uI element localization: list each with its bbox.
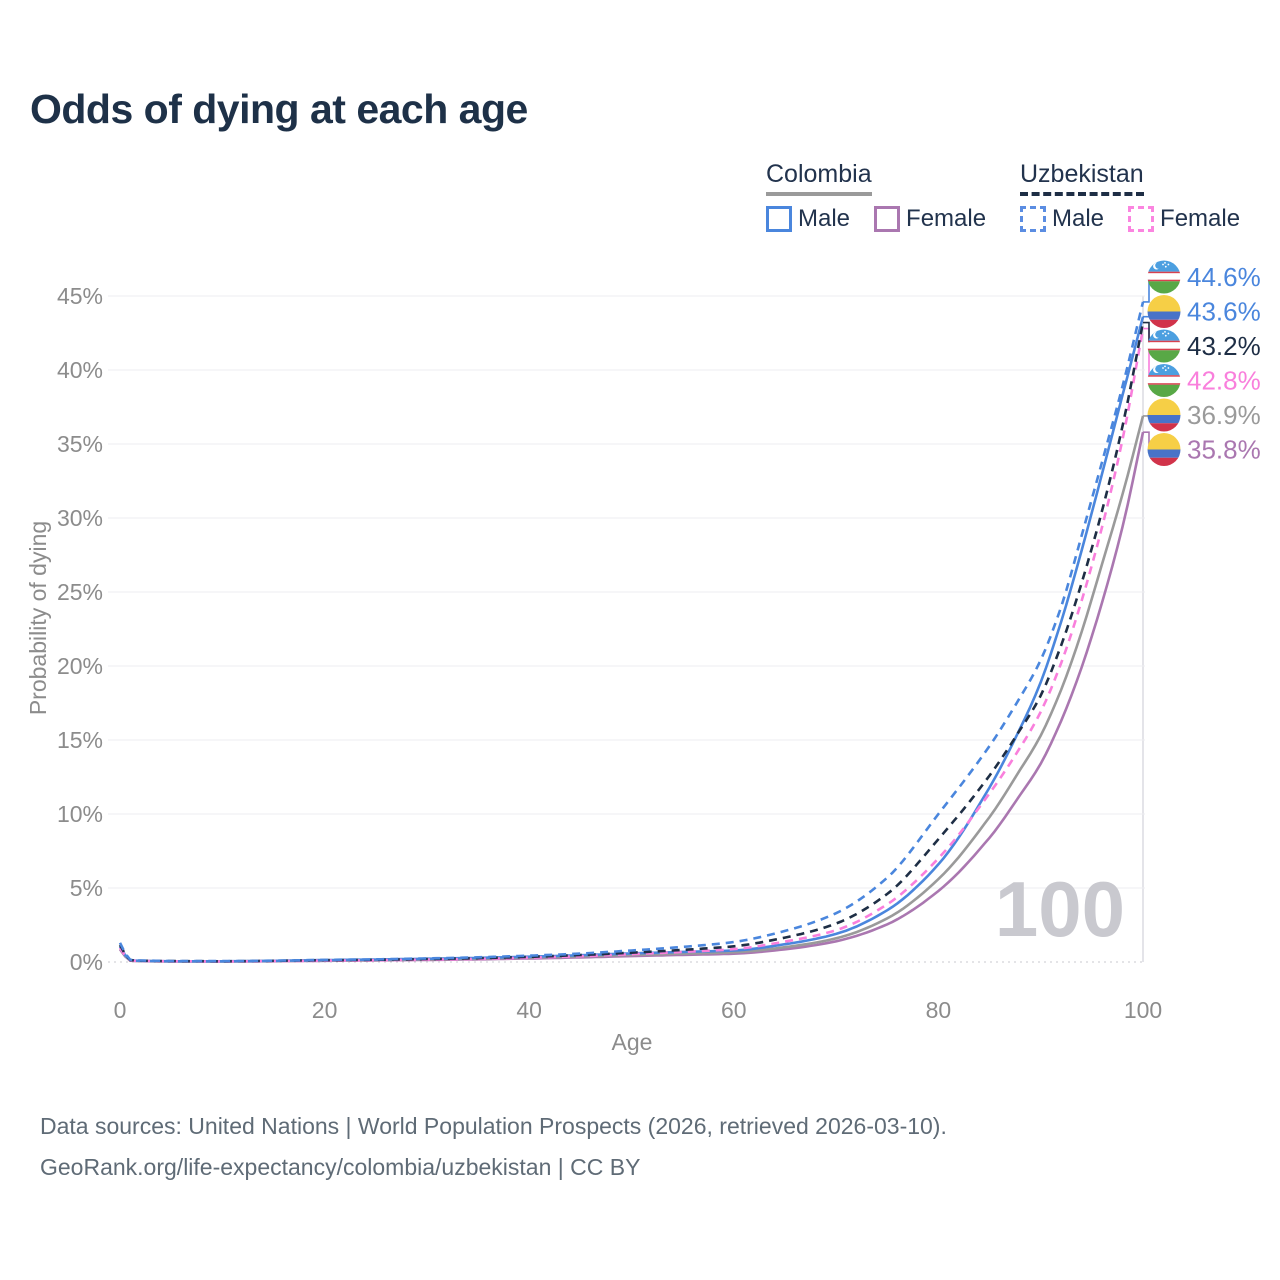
y-tick-label: 35% (57, 431, 103, 457)
x-tick-label: 0 (114, 997, 127, 1023)
x-tick-label: 40 (516, 997, 542, 1023)
colombia-flag-icon (1147, 433, 1181, 466)
legend-country-colombia[interactable]: Colombia (766, 160, 872, 196)
y-tick-label: 40% (57, 357, 103, 383)
x-tick-label: 60 (721, 997, 747, 1023)
footer: Data sources: United Nations | World Pop… (40, 1106, 947, 1188)
y-tick-label: 5% (70, 875, 103, 901)
series-line-uzbekistan-female[interactable] (118, 328, 1145, 963)
series-line-colombia-female[interactable] (118, 431, 1145, 963)
series-line-uzbekistan-both-sexes[interactable] (118, 322, 1145, 963)
y-tick-label: 45% (57, 283, 103, 309)
legend-group-uzbekistan: Uzbekistan Male Female (1020, 160, 1240, 233)
uzbekistan-flag-icon (1147, 260, 1181, 294)
legend-row-colombia: Male Female (766, 205, 986, 233)
end-value-label-uzbekistan-male: 44.6% (1187, 262, 1261, 292)
x-tick-label: 20 (312, 997, 338, 1023)
x-axis-title: Age (612, 1029, 653, 1055)
end-value-label-colombia-male: 43.6% (1187, 297, 1261, 327)
end-value-label-uzbekistan-both-sexes: 43.2% (1187, 331, 1261, 361)
legend-row-uzbekistan: Male Female (1020, 205, 1240, 233)
colombia-flag-icon (1147, 398, 1181, 432)
legend-item-label: Male (798, 205, 851, 232)
y-tick-label: 0% (70, 949, 103, 975)
colombia-flag-icon (1147, 295, 1181, 328)
uzbekistan-flag-icon (1147, 364, 1181, 397)
hover-age-watermark: 100 (995, 865, 1125, 953)
uzbekistan-flag-icon (1147, 329, 1181, 363)
series-line-colombia-both-sexes[interactable] (118, 415, 1145, 963)
y-axis-title: Probability of dying (25, 521, 51, 715)
y-tick-label: 25% (57, 579, 103, 605)
odds-of-dying-chart[interactable]: 0% 5% 10% 15% 20% 25% 30% 35% 40% 45% 0 20 40 60 80 100… (0, 0, 1280, 1090)
y-tick-label: 20% (57, 653, 103, 679)
end-value-label-colombia-female: 35.8% (1187, 435, 1261, 465)
series-line-uzbekistan-male[interactable] (118, 301, 1145, 963)
y-tick-label: 10% (57, 801, 103, 827)
legend-item-label: Female (1160, 205, 1241, 232)
data-sources-line: Data sources: United Nations | World Pop… (40, 1113, 947, 1139)
series-line-colombia-male[interactable] (118, 316, 1145, 963)
end-value-label-colombia-both-sexes: 36.9% (1187, 400, 1261, 430)
legend-item-label: Female (906, 205, 987, 232)
legend-country-uzbekistan[interactable]: Uzbekistan (1020, 160, 1144, 196)
x-tick-label: 80 (926, 997, 952, 1023)
uzbekistan-female-swatch-icon (1128, 206, 1155, 232)
legend-item-colombia-male[interactable]: Male (766, 205, 850, 233)
colombia-male-swatch-icon (766, 206, 792, 232)
y-tick-label: 15% (57, 727, 103, 753)
page-title: Odds of dying at each age (30, 86, 528, 132)
x-tick-label: 100 (1124, 997, 1162, 1023)
attribution-line: GeoRank.org/life-expectancy/colombia/uzb… (40, 1154, 641, 1180)
colombia-female-swatch-icon (874, 206, 901, 232)
legend-item-uzbekistan-male[interactable]: Male (1020, 205, 1104, 233)
legend-item-uzbekistan-female[interactable]: Female (1128, 205, 1240, 233)
legend-item-colombia-female[interactable]: Female (874, 205, 986, 233)
end-value-label-uzbekistan-female: 42.8% (1187, 366, 1261, 396)
y-tick-label: 30% (57, 505, 103, 531)
legend-item-label: Male (1052, 205, 1105, 232)
uzbekistan-male-swatch-icon (1020, 206, 1046, 232)
legend-group-colombia: Colombia Male Female (766, 160, 986, 233)
